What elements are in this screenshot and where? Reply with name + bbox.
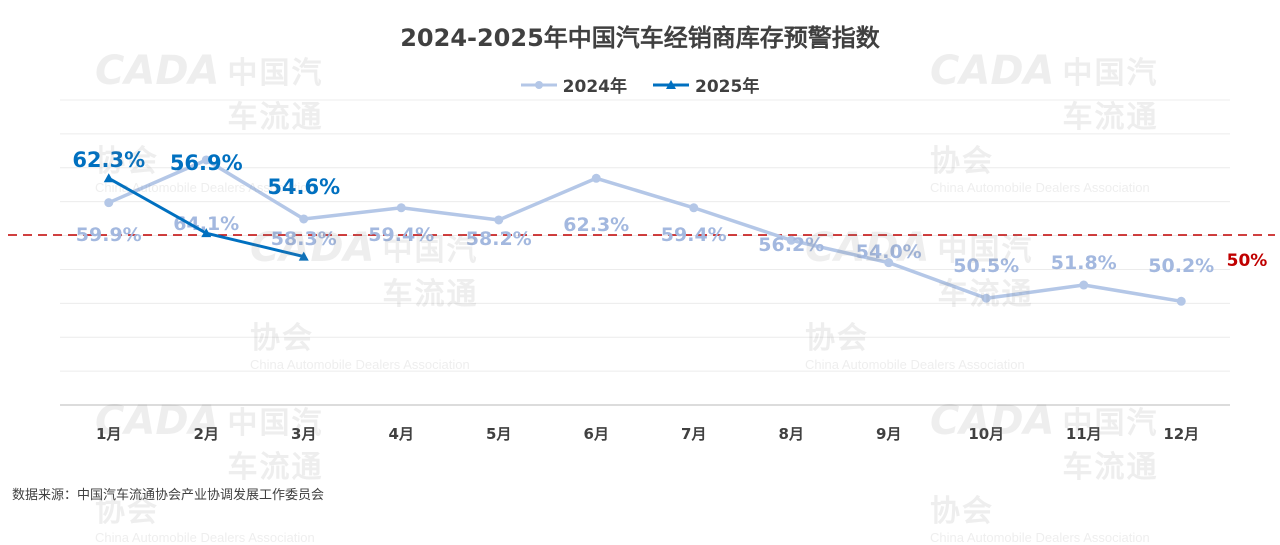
x-tick-label: 3月 bbox=[291, 425, 316, 443]
x-tick-label: 5月 bbox=[486, 425, 511, 443]
series-2024-data-label: 59.9% bbox=[76, 224, 142, 246]
chart-title: 2024-2025年中国汽车经销商库存预警指数 bbox=[400, 24, 880, 52]
series-2024-point bbox=[981, 293, 991, 303]
x-tick-label: 6月 bbox=[584, 425, 609, 443]
series-2024-data-label: 64.1% bbox=[173, 213, 239, 235]
legend-item-2025: 2025年 bbox=[653, 72, 759, 97]
x-tick-label: 9月 bbox=[876, 425, 901, 443]
series-2024-data-label: 56.2% bbox=[758, 234, 824, 256]
x-tick-label: 1月 bbox=[96, 425, 121, 443]
series-2024-point bbox=[689, 203, 699, 213]
series-2024-point bbox=[494, 215, 504, 225]
series-2025-data-label: 62.3% bbox=[72, 148, 145, 172]
chart-legend: 2024年 2025年 bbox=[0, 72, 1280, 97]
legend-swatch-2024 bbox=[520, 80, 557, 89]
series-2024-point bbox=[299, 214, 309, 224]
series-2024-point bbox=[396, 203, 406, 213]
x-tick-label: 10月 bbox=[968, 425, 1004, 443]
series-2024-line bbox=[108, 158, 1182, 304]
series-2024-point bbox=[591, 173, 601, 183]
series-2024-point bbox=[1176, 296, 1186, 306]
x-tick-label: 8月 bbox=[779, 425, 804, 443]
watermark-en: China Automobile Dealers Association bbox=[930, 530, 1150, 545]
series-2024-data-label: 50.5% bbox=[953, 255, 1019, 277]
x-tick-label: 4月 bbox=[389, 425, 414, 443]
legend-item-2024: 2024年 bbox=[520, 72, 627, 97]
series-2024-point bbox=[884, 258, 894, 268]
x-tick-label: 7月 bbox=[681, 425, 706, 443]
series-2024-data-label: 51.8% bbox=[1051, 252, 1117, 274]
series-2024-data-label: 50.2% bbox=[1148, 255, 1214, 277]
x-tick-label: 2月 bbox=[194, 425, 219, 443]
series-2024-data-label: 62.3% bbox=[563, 214, 629, 236]
series-2025-data-label: 54.6% bbox=[267, 175, 340, 199]
series-2025-point bbox=[201, 228, 212, 238]
series-2024-data-label: 58.2% bbox=[466, 228, 532, 250]
series-2025-data-label: 56.9% bbox=[170, 151, 243, 175]
watermark-en: China Automobile Dealers Association bbox=[95, 530, 315, 545]
x-tick-label: 11月 bbox=[1066, 425, 1102, 443]
line-chart: 1月 2月 3月 4月 5月 6月 7月 8月 9月 10月 11月 12月 50% 59.9% 64.1%… bbox=[8, 99, 1275, 443]
series-2024-data-label: 54.0% bbox=[856, 241, 922, 263]
legend-label-2024: 2024年 bbox=[562, 77, 627, 97]
series-2025-point bbox=[298, 251, 309, 261]
series-2024-point bbox=[1079, 280, 1089, 290]
x-tick-label: 12月 bbox=[1163, 425, 1199, 443]
series-2024-data-label: 59.4% bbox=[661, 224, 727, 246]
series-2025-point bbox=[103, 173, 114, 183]
series-2024-point bbox=[786, 235, 796, 245]
series-2024-point bbox=[104, 198, 114, 208]
series-2024-data-label: 59.4% bbox=[368, 224, 434, 246]
legend-label-2025: 2025年 bbox=[695, 77, 760, 97]
legend-swatch-2025 bbox=[653, 79, 689, 89]
series-2024-point bbox=[201, 155, 211, 165]
series-2024-data-label: 58.3% bbox=[271, 228, 337, 250]
source-note: 数据来源：中国汽车流通协会产业协调发展工作委员会 bbox=[12, 488, 325, 503]
reference-line-label: 50% bbox=[1227, 251, 1268, 271]
